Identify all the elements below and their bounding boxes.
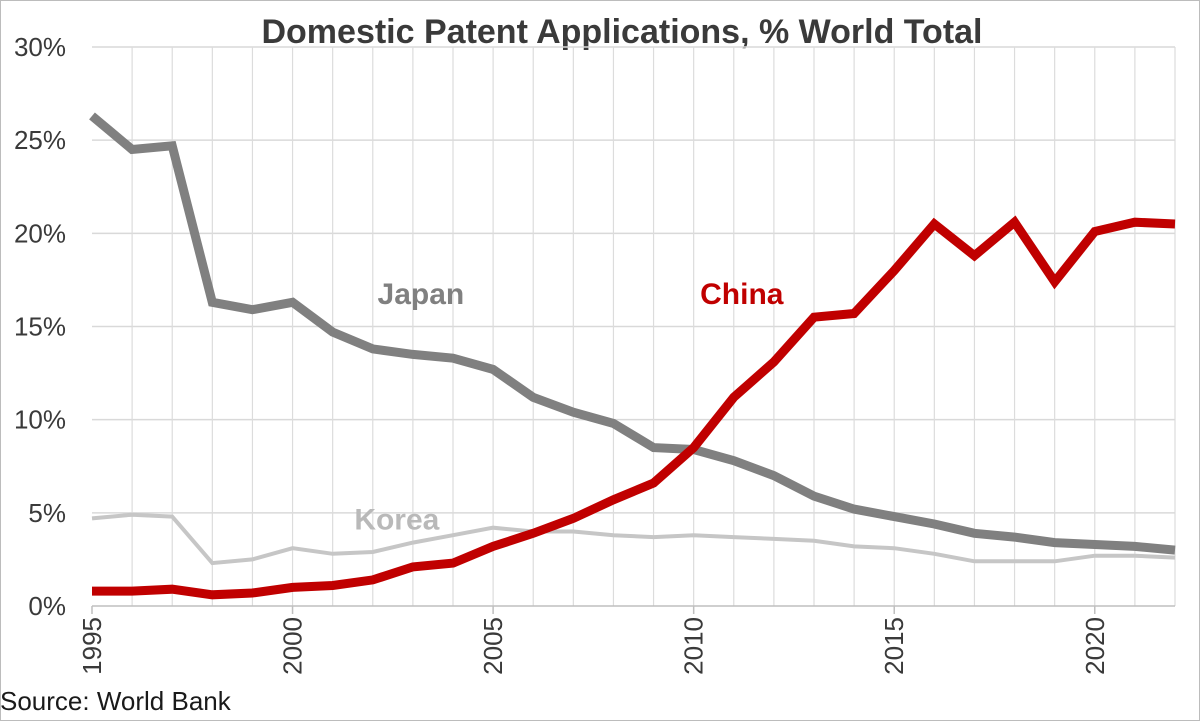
- y-tick-label: 20%: [14, 218, 66, 248]
- y-tick-label: 15%: [14, 312, 66, 342]
- y-tick-label: 5%: [28, 498, 66, 528]
- series-label-korea: Korea: [354, 504, 439, 537]
- x-tick-label: 2000: [278, 617, 308, 675]
- series-line-china: [92, 215, 1176, 600]
- y-tick-label: 25%: [14, 125, 66, 155]
- y-tick-label: 0%: [28, 591, 66, 621]
- series-line-korea: [91, 512, 1176, 566]
- x-tick-label: 2005: [478, 617, 508, 675]
- x-tick-label: 2010: [679, 617, 709, 675]
- x-axis-ticks: 1995 2000 2005 2010 2015 2020: [77, 606, 1110, 675]
- series-label-china: China: [700, 278, 784, 311]
- x-tick-label: 1995: [77, 617, 107, 675]
- y-axis-ticks: 0% 5% 10% 15% 20% 25% 30%: [14, 32, 66, 621]
- series-lines: [89, 112, 1176, 600]
- gridlines: [92, 46, 1176, 606]
- y-tick-label: 30%: [14, 32, 66, 62]
- x-tick-label: 2020: [1080, 617, 1110, 675]
- series-line-japan: [89, 112, 1176, 555]
- chart-title: Domestic Patent Applications, % World To…: [261, 13, 982, 51]
- y-tick-label: 10%: [14, 405, 66, 435]
- series-labels: Japan China Korea: [354, 278, 783, 536]
- series-label-japan: Japan: [378, 278, 465, 311]
- x-tick-label: 2015: [879, 617, 909, 675]
- source-note: Source: World Bank: [0, 686, 231, 716]
